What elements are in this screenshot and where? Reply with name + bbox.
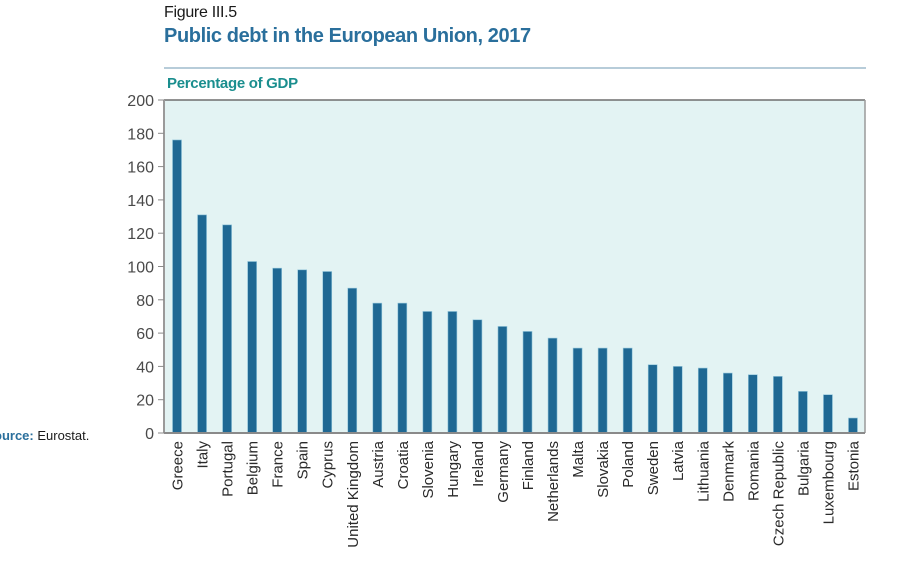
source-value: Eurostat. <box>33 428 90 443</box>
chart-title: Public debt in the European Union, 2017 <box>164 25 531 47</box>
x-tick-label: Estonia <box>845 440 862 491</box>
bar-portugal <box>222 224 232 434</box>
x-tick-label: Latvia <box>670 440 687 481</box>
y-tick-label: 40 <box>136 359 154 376</box>
x-tick-label: Portugal <box>220 441 237 497</box>
bar-bulgaria <box>798 391 808 434</box>
plot-area <box>164 100 865 433</box>
y-tick-label: 20 <box>136 393 154 410</box>
bar-spain <box>297 269 307 434</box>
x-tick-label: United Kingdom <box>345 441 362 548</box>
x-tick-label: Poland <box>620 441 637 488</box>
bar-italy <box>197 214 207 434</box>
y-tick-label: 100 <box>127 260 154 277</box>
x-tick-label: Lithuania <box>695 440 712 502</box>
bar-greece <box>172 139 182 434</box>
bar-slovakia <box>597 347 608 434</box>
y-tick-label: 60 <box>136 326 154 343</box>
x-tick-label: Croatia <box>395 440 412 489</box>
x-tick-label: Germany <box>495 441 512 503</box>
bar-germany <box>497 326 508 434</box>
x-tick-label: Netherlands <box>545 441 562 522</box>
bar-estonia <box>848 417 858 434</box>
bar-slovenia <box>422 311 433 434</box>
bar-united-kingdom <box>347 287 358 434</box>
x-tick-label: Ireland <box>470 441 487 487</box>
y-tick-label: 80 <box>136 293 154 310</box>
bar-austria <box>372 302 383 434</box>
bar-latvia <box>672 366 683 434</box>
bar-croatia <box>397 302 408 434</box>
x-tick-label: Denmark <box>720 441 737 502</box>
bar-finland <box>522 331 533 434</box>
x-tick-label: Spain <box>295 441 312 479</box>
x-tick-label: France <box>270 441 287 488</box>
x-tick-label: Italy <box>195 441 212 469</box>
x-tick-label: Bulgaria <box>795 440 812 496</box>
bar-netherlands <box>547 337 558 434</box>
x-tick-label: Luxembourg <box>820 441 837 524</box>
y-tick-label: 180 <box>127 126 154 143</box>
unit-label: Percentage of GDP <box>167 75 298 92</box>
bar-malta <box>572 347 583 434</box>
x-tick-label: Sweden <box>645 441 662 495</box>
bar-luxembourg <box>823 394 833 434</box>
x-tick-label: Finland <box>520 441 537 490</box>
y-axis: 0 20 40 60 80 100 120 140 160 180 200 <box>127 93 866 443</box>
bar-romania <box>748 374 758 434</box>
x-tick-label: Hungary <box>445 441 462 498</box>
bar-hungary <box>447 311 458 434</box>
bar-czech-republic <box>773 376 783 434</box>
bars-group <box>172 139 858 434</box>
source-note: ource: Eurostat. <box>0 428 89 443</box>
source-key: ource: <box>0 428 34 443</box>
bar-lithuania <box>697 367 708 434</box>
y-tick-label: 120 <box>127 226 154 243</box>
x-tick-label: Slovakia <box>595 440 612 497</box>
x-tick-label: Malta <box>570 440 587 477</box>
bar-ireland <box>472 319 483 434</box>
x-tick-label: Romania <box>745 440 762 501</box>
y-tick-label: 160 <box>127 160 154 177</box>
x-tick-label: Slovenia <box>420 440 437 498</box>
y-tick-label: 140 <box>127 193 154 210</box>
x-axis: Greece Italy Portugal Belgium France Spain Cyp… <box>164 432 865 548</box>
figure-label: Figure III.5 <box>164 4 237 21</box>
x-tick-label: Greece <box>170 441 187 490</box>
bar-cyprus <box>322 271 333 434</box>
y-tick-label: 0 <box>145 426 154 443</box>
y-tick-label: 200 <box>127 93 154 110</box>
x-tick-label: Cyprus <box>320 441 337 489</box>
bar-poland <box>622 347 633 434</box>
bar-france <box>272 267 282 434</box>
x-tick-label: Czech Republic <box>770 441 787 547</box>
x-tick-label: Belgium <box>245 441 262 495</box>
bar-sweden <box>647 364 658 434</box>
bar-belgium <box>247 261 257 434</box>
title-divider <box>164 67 866 69</box>
bar-denmark <box>723 372 733 434</box>
x-tick-label: Austria <box>370 440 387 487</box>
